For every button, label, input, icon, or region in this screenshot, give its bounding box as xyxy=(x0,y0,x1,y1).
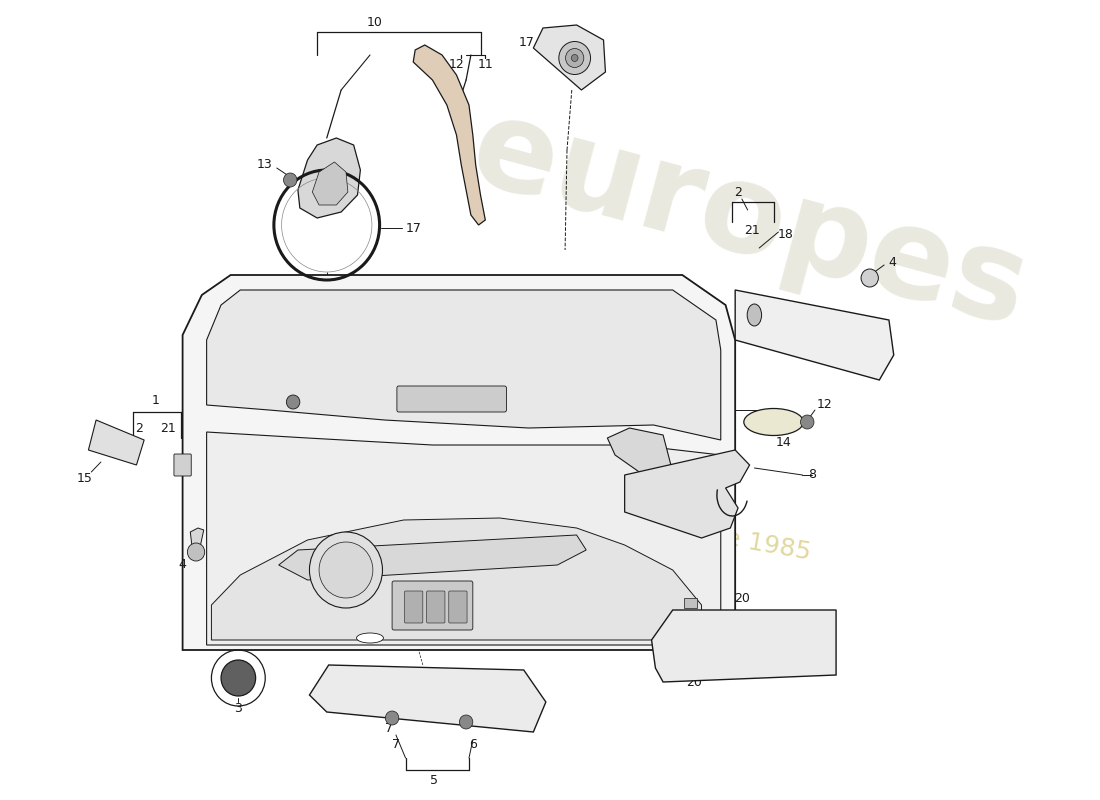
Text: 11: 11 xyxy=(477,58,493,71)
Circle shape xyxy=(801,415,814,429)
FancyBboxPatch shape xyxy=(397,386,506,412)
Polygon shape xyxy=(88,420,144,465)
Polygon shape xyxy=(312,162,348,205)
Text: 17: 17 xyxy=(519,35,535,49)
Text: 20: 20 xyxy=(734,591,750,605)
Text: 6: 6 xyxy=(679,638,686,651)
Circle shape xyxy=(861,269,879,287)
Text: 17: 17 xyxy=(405,222,421,234)
Text: 1: 1 xyxy=(152,394,160,406)
Text: 6: 6 xyxy=(469,738,476,751)
Polygon shape xyxy=(607,428,673,482)
Text: 14: 14 xyxy=(776,435,791,449)
Bar xyxy=(684,598,696,608)
Text: 16: 16 xyxy=(588,458,604,471)
Text: 10: 10 xyxy=(367,15,383,29)
Text: 8: 8 xyxy=(808,469,816,482)
Polygon shape xyxy=(309,665,546,732)
Circle shape xyxy=(309,532,383,608)
Polygon shape xyxy=(414,45,485,225)
Circle shape xyxy=(286,395,300,409)
Circle shape xyxy=(221,660,255,696)
Text: 7: 7 xyxy=(385,722,393,734)
Circle shape xyxy=(559,42,591,74)
Text: 4: 4 xyxy=(178,558,187,571)
Circle shape xyxy=(571,54,578,62)
Text: europes: europes xyxy=(459,88,1041,352)
Ellipse shape xyxy=(747,304,761,326)
Text: a passion for parts since 1985: a passion for parts since 1985 xyxy=(437,475,813,565)
Text: 4: 4 xyxy=(888,255,895,269)
Polygon shape xyxy=(298,138,361,218)
Polygon shape xyxy=(735,290,893,380)
Text: 21: 21 xyxy=(161,422,176,434)
Polygon shape xyxy=(278,535,586,580)
Ellipse shape xyxy=(744,409,803,435)
Text: 20: 20 xyxy=(686,675,702,689)
Text: 21: 21 xyxy=(744,223,759,237)
FancyBboxPatch shape xyxy=(449,591,468,623)
Polygon shape xyxy=(190,528,204,548)
Text: 5: 5 xyxy=(430,774,439,786)
FancyBboxPatch shape xyxy=(392,581,473,630)
Text: 12: 12 xyxy=(816,398,833,411)
FancyBboxPatch shape xyxy=(427,591,444,623)
Text: 13: 13 xyxy=(256,158,272,171)
Text: 15: 15 xyxy=(77,471,92,485)
Polygon shape xyxy=(207,432,720,645)
Ellipse shape xyxy=(356,633,384,643)
Text: 18: 18 xyxy=(778,229,794,242)
Text: 2: 2 xyxy=(734,186,742,198)
Circle shape xyxy=(460,715,473,729)
Circle shape xyxy=(187,543,205,561)
Circle shape xyxy=(319,542,373,598)
Text: 7: 7 xyxy=(392,738,400,751)
Polygon shape xyxy=(651,610,836,682)
Text: 9: 9 xyxy=(306,402,313,414)
Text: 2: 2 xyxy=(135,422,143,434)
Text: 12: 12 xyxy=(449,58,464,71)
Polygon shape xyxy=(534,25,605,90)
Circle shape xyxy=(385,711,399,725)
Polygon shape xyxy=(625,450,749,538)
Polygon shape xyxy=(207,290,720,440)
Polygon shape xyxy=(211,518,702,640)
FancyBboxPatch shape xyxy=(174,454,191,476)
Circle shape xyxy=(284,173,297,187)
Circle shape xyxy=(565,49,584,67)
Polygon shape xyxy=(183,275,735,650)
FancyBboxPatch shape xyxy=(405,591,422,623)
Text: 3: 3 xyxy=(234,702,242,714)
